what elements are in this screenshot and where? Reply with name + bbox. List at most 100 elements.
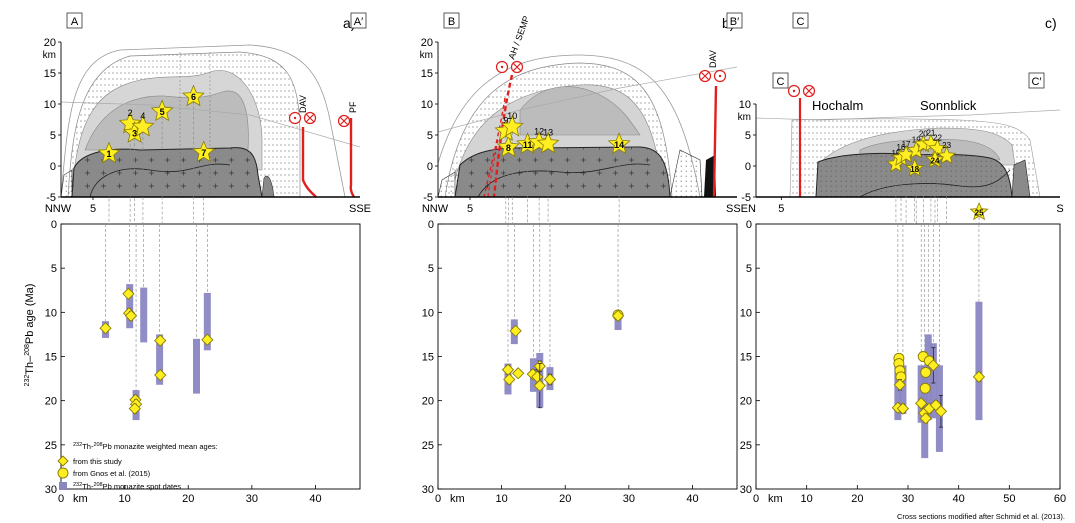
panel-c-weighted-age-diamond: [934, 405, 948, 418]
panel-b-topographic-line: [438, 66, 737, 133]
panel-b-weighted-age-diamond: [533, 379, 546, 392]
panel-a-sample-star: [181, 84, 205, 107]
panel-b-sample-star-label: 12: [534, 126, 544, 136]
panel-c-x-tick-label: 40: [953, 493, 965, 505]
panel-a-sample-star-label: 3: [132, 129, 137, 139]
panel-c-top-tick-label: 0: [745, 161, 751, 173]
panel-b-x-tick-label: 20: [559, 493, 571, 505]
panel-b-weighted-age-diamond: [501, 363, 515, 376]
panel-c-top-tick-label: -5: [741, 192, 751, 204]
panel-c-sample-star-label: 15: [891, 149, 900, 158]
panel-b-age-plot-frame: [437, 223, 738, 490]
panel-a-age-tick-label: 0: [51, 219, 57, 231]
panel-c-sample-star: [937, 146, 957, 165]
panel-a-top-tick-label: 15: [44, 68, 56, 80]
panel-c-weighted-age-diamond: [919, 412, 932, 425]
panel-a-x-unit: km: [73, 493, 88, 505]
legend-bar-symbol: [59, 482, 67, 490]
panel-b-x-tick-label: 10: [495, 493, 507, 505]
panel-b-weighted-age-diamond: [512, 367, 525, 380]
panel-c-box-left-lower: [772, 72, 789, 89]
y-axis-title: 232Th–208Pb age (Ma): [24, 284, 36, 387]
panel-c-sample-star-label: 22: [933, 134, 942, 143]
panel-b-sample-star: [500, 114, 524, 137]
panel-c-sample-star-label: 16: [897, 143, 906, 152]
panel-c-age-tick-label: 25: [740, 440, 752, 452]
panel-b-sample-star-label: 9: [503, 115, 508, 125]
panel-a-age-tick-label: 20: [45, 396, 57, 408]
panel-a-top-tick-label: 0: [50, 161, 56, 173]
panel-b-left-end-label: NNW: [422, 203, 449, 215]
panel-a-top-tick-label: -5: [46, 192, 56, 204]
panel-a-weighted-age-diamond: [128, 402, 141, 415]
panel-c-box-right-lower-label: C′: [1031, 76, 1041, 88]
panel-a-spot-date-bar: [140, 287, 148, 343]
panel-a-box-right-label: A′: [354, 16, 363, 28]
panel-b-box-left-label: B: [448, 16, 455, 28]
panel-c-spot-date-bar: [917, 365, 925, 423]
panel-b-weighted-age-diamond: [509, 324, 522, 338]
panel-a-box-right: [350, 12, 367, 29]
panel-a-sample-star-label: 7: [201, 148, 206, 158]
panel-b-age-tick-label: 20: [422, 396, 434, 408]
panel-b-top-tick-label: 10: [421, 99, 433, 111]
panel-c-sample-star-label: 23: [942, 141, 951, 150]
panel-a-spot-date-bar: [193, 338, 201, 394]
panel-b-age-tick-label: 0: [428, 219, 434, 231]
panel-c-basement-dots: [816, 153, 1012, 197]
panel-a-weighted-age-diamond: [122, 287, 135, 300]
panel-a-sample-star-label: 6: [191, 92, 196, 102]
panel-a-weighted-age-diamond: [154, 334, 167, 347]
panel-a-x-tick-label: 30: [246, 493, 258, 505]
panel-c-x-tick-label: 10: [801, 493, 813, 505]
place-label-sonnblick: Sonnblick: [920, 98, 977, 113]
panel-c-spot-date-bar: [975, 301, 983, 421]
panel-b-outer-envelope: [438, 54, 701, 198]
panel-c-spot-date-bar: [924, 334, 932, 421]
panel-a-weighted-age-diamond: [154, 368, 167, 382]
panel-b-sample-star: [607, 132, 631, 155]
panel-c-sample-star-label: 21: [926, 129, 935, 138]
panel-c-age-tick-label: 20: [740, 396, 752, 408]
panel-b-top-unit: km: [420, 50, 433, 61]
panel-b-structure-label-ah-semp: AH / SEMP: [506, 14, 531, 60]
panel-a-weighted-age-diamond: [201, 333, 214, 346]
panel-b-age-tick-label: 10: [422, 307, 434, 319]
legend-circle-symbol: [57, 467, 69, 479]
panel-c-spot-date-bar: [899, 365, 907, 414]
panel-a-x-tick-label: 40: [309, 493, 321, 505]
panel-b-sample-star: [536, 131, 560, 154]
panel-b-top-tick-label: -5: [423, 192, 433, 204]
panel-a-right-end-label: SSE: [349, 203, 371, 215]
panel-a-section: DAV PF: [61, 44, 360, 198]
panel-a-sample-star-label: 4: [140, 111, 145, 121]
panel-c-sample-star-label: 17: [902, 140, 911, 149]
panel-c-sample-star: [925, 149, 945, 168]
panel-a-spot-date-bar: [156, 334, 164, 385]
panel-b-box-right: [726, 12, 743, 29]
panel-b-weighted-age-diamond: [503, 373, 516, 386]
legend-item-spot: 232Th-208Pb monazite spot dates: [73, 482, 181, 491]
panel-c-weighted-age-diamond: [972, 370, 986, 383]
panel-b-sample-star-label: 10: [507, 111, 517, 121]
panel-b-top-tick-label: 5: [427, 130, 433, 142]
panel-c-box-left: [792, 12, 809, 29]
panel-a-outer-envelope: [61, 44, 346, 198]
panel-a-fault-dav: [301, 127, 317, 198]
place-label-hochalm: Hochalm: [812, 98, 863, 113]
panel-a-top-tick-label: 10: [44, 99, 56, 111]
panel-a-topographic-line: [61, 101, 360, 148]
panel-b-upper-band: [519, 86, 641, 136]
panel-b-sample-star-label: 13: [543, 128, 553, 138]
panel-c-box-right-lower: [1028, 72, 1045, 89]
panel-c-age-tick-label: 5: [746, 263, 752, 275]
panel-a-age-tick-label: 10: [45, 307, 57, 319]
panel-b-sample-star-label: 14: [614, 140, 624, 150]
panel-c-x-tick-label: 30: [902, 493, 914, 505]
panel-b-sample-star-label: 8: [506, 143, 511, 153]
panel-c-right-end-label: S: [1056, 203, 1063, 215]
panel-b-age-tick-label: 15: [422, 352, 434, 364]
panel-c-box-left-label: C: [797, 16, 805, 28]
panel-c-sample-star: [905, 158, 925, 177]
